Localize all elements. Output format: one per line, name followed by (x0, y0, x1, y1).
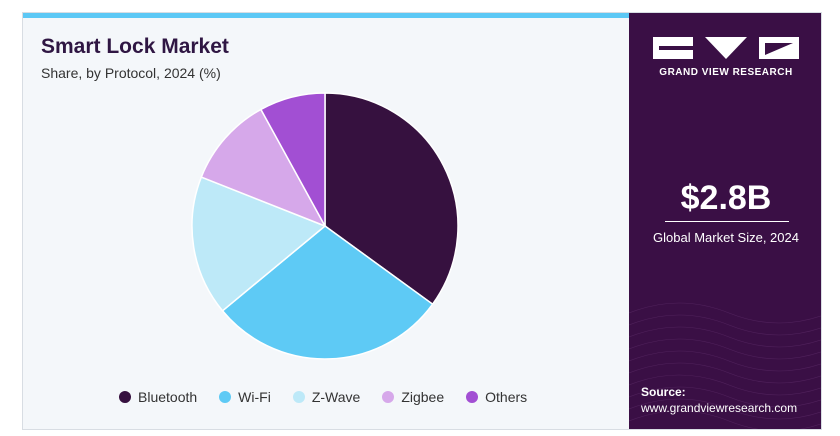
legend-item-wi-fi: Wi-Fi (219, 389, 271, 405)
brand-name: GRAND VIEW RESEARCH (659, 67, 793, 78)
legend-swatch-z-wave (292, 391, 305, 403)
divider (665, 221, 789, 222)
pie-slice-zigbee (200, 108, 327, 228)
chart-legend: Bluetooth Wi-Fi Z-Wave Zigbee Others (119, 389, 527, 405)
chart-card: Smart Lock Market Share, by Protocol, 20… (22, 12, 822, 430)
info-panel: GRAND VIEW RESEARCH $2.8B Global Market … (629, 13, 821, 429)
market-size-caption: Global Market Size, 2024 (653, 230, 799, 245)
pie-slice-z-wave (191, 176, 327, 312)
legend-item-bluetooth: Bluetooth (119, 389, 197, 405)
market-size-value: $2.8B (680, 179, 772, 217)
legend-item-zigbee: Zigbee (382, 389, 444, 405)
source-label: Source: (641, 385, 686, 399)
chart-subtitle: Share, by Protocol, 2024 (%) (41, 65, 221, 81)
legend-label-wi-fi: Wi-Fi (238, 389, 271, 405)
pie-slice-bluetooth (324, 92, 459, 306)
legend-swatch-wi-fi (219, 391, 232, 403)
legend-label-bluetooth: Bluetooth (138, 389, 198, 405)
legend-swatch-bluetooth (119, 391, 131, 403)
legend-label-others: Others (485, 389, 528, 405)
legend-swatch-others (466, 391, 479, 403)
chart-title: Smart Lock Market (41, 35, 229, 58)
pie-slice-others (259, 92, 326, 227)
legend-label-zigbee: Zigbee (401, 389, 445, 405)
legend-item-others: Others (466, 389, 527, 405)
pie-slice-wi-fi (221, 225, 434, 360)
source-link[interactable]: www.grandviewresearch.com (641, 401, 798, 415)
pie-chart (191, 92, 459, 360)
legend-swatch-zigbee (382, 391, 395, 403)
grand-view-research-logo (653, 37, 799, 59)
legend-item-z-wave: Z-Wave (292, 389, 361, 405)
wave-pattern (629, 302, 821, 429)
accent-bar (23, 13, 629, 18)
legend-label-z-wave: Z-Wave (311, 389, 361, 405)
